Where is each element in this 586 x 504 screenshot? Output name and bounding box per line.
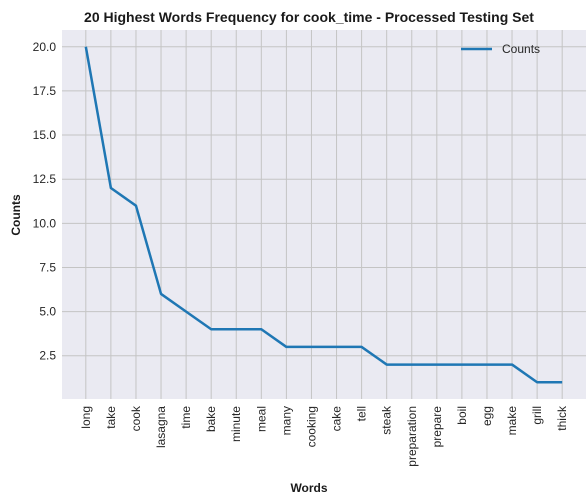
legend: Counts — [461, 42, 540, 56]
x-tick-label: meal — [254, 406, 268, 432]
x-tick-label: preparation — [405, 406, 419, 467]
x-tick-labels: long take cook lasagna time bake minute meal man… — [79, 405, 569, 467]
y-tick-label: 20.0 — [33, 40, 57, 54]
x-axis-label: Words — [290, 481, 327, 495]
x-tick-label: boil — [455, 406, 469, 425]
y-tick-label: 10.0 — [33, 216, 57, 230]
x-tick-label: cook — [129, 405, 143, 431]
x-tick-label: thick — [555, 405, 569, 431]
x-tick-label: bake — [204, 406, 218, 432]
x-tick-label: egg — [480, 406, 494, 426]
x-tick-label: steak — [380, 405, 394, 435]
series-layer — [84, 46, 563, 384]
x-tick-label: prepare — [430, 406, 444, 448]
x-tick-label: make — [505, 406, 519, 436]
x-tick-label: cooking — [304, 406, 318, 447]
x-tick-label: take — [104, 406, 118, 429]
grid-lines — [62, 30, 586, 399]
plot-area — [62, 30, 586, 399]
x-tick-label: tell — [355, 406, 369, 421]
x-tick-label: long — [79, 406, 93, 429]
x-tick-label: lasagna — [154, 406, 168, 448]
y-tick-label: 2.5 — [39, 349, 56, 363]
x-tick-label: minute — [229, 406, 243, 442]
y-axis-label: Counts — [9, 194, 23, 236]
x-tick-label: cake — [330, 406, 344, 432]
legend-label-counts: Counts — [502, 42, 540, 56]
y-tick-label: 7.5 — [39, 260, 56, 274]
y-tick-labels: 2.5 5.0 7.5 10.0 12.5 15.0 17.5 20.0 — [33, 40, 57, 363]
series-line-counts — [84, 46, 563, 384]
x-tick-label: grill — [530, 406, 544, 425]
y-tick-label: 17.5 — [33, 84, 57, 98]
y-tick-label: 15.0 — [33, 128, 57, 142]
x-tick-label: many — [279, 406, 293, 435]
y-tick-label: 5.0 — [39, 305, 56, 319]
chart-title: 20 Highest Words Frequency for cook_time… — [84, 9, 534, 25]
x-tick-label: time — [179, 406, 193, 429]
y-tick-label: 12.5 — [33, 172, 57, 186]
